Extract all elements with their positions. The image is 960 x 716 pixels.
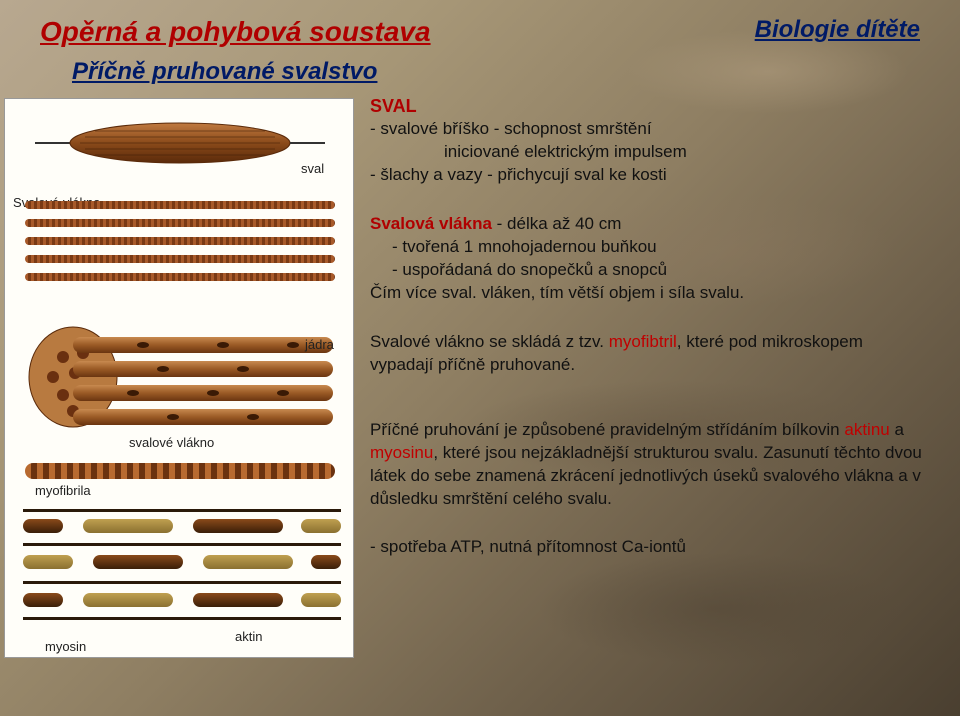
text-block-sval: SVAL - svalové bříško - schopnost smrště… bbox=[370, 94, 930, 187]
text-column: SVAL - svalové bříško - schopnost smrště… bbox=[360, 94, 960, 662]
body-text: - uspořádaná do snopečků a snopců bbox=[370, 259, 930, 282]
body-text: iniciované elektrickým impulsem bbox=[370, 141, 930, 164]
heading-sval: SVAL bbox=[370, 94, 930, 118]
text-block-atp: - spotřeba ATP, nutná přítomnost Ca-iont… bbox=[370, 536, 930, 559]
diagram-actin-myosin bbox=[23, 505, 341, 645]
page-subtitle: Příčně pruhované svalstvo bbox=[0, 58, 960, 86]
diagram-fibers bbox=[25, 195, 335, 305]
diagram-label-myosin: myosin bbox=[45, 639, 86, 654]
body-text: Svalové vlákno se skládá z tzv. bbox=[370, 332, 609, 351]
body-text: , které jsou nejzákladnější strukturou s… bbox=[370, 443, 922, 508]
text-block-fibers: Svalová vlákna - délka až 40 cm - tvořen… bbox=[370, 213, 930, 305]
body-text: - svalové bříško - schopnost smrštění bbox=[370, 118, 930, 141]
body-text: - šlachy a vazy - přichycují sval ke kos… bbox=[370, 164, 930, 187]
diagram-label-aktin: aktin bbox=[235, 629, 262, 644]
text-block-myofibril: Svalové vlákno se skládá z tzv. myofibtr… bbox=[370, 331, 930, 377]
page-title: Opěrná a pohybová soustava bbox=[40, 16, 431, 48]
term-myofibtril: myofibtril bbox=[609, 332, 677, 351]
course-title: Biologie dítěte bbox=[755, 16, 920, 48]
diagram-label-svalove-vlakno: svalové vlákno bbox=[129, 435, 214, 450]
heading-fibers: Svalová vlákna bbox=[370, 214, 492, 233]
text-block-banding: Příčné pruhování je způsobené pravidelný… bbox=[370, 419, 930, 511]
body-text: Příčné pruhování je způsobené pravidelný… bbox=[370, 420, 844, 439]
body-text: Čím více sval. vláken, tím větší objem i… bbox=[370, 282, 930, 305]
muscle-diagram: sval Svalová vlákna bbox=[4, 98, 354, 658]
term-aktin: aktinu bbox=[844, 420, 889, 439]
body-text: - délka až 40 cm bbox=[492, 214, 621, 233]
body-text: a bbox=[890, 420, 904, 439]
diagram-label-sval: sval bbox=[301, 161, 324, 176]
diagram-sval-shape bbox=[35, 119, 325, 167]
body-text: - tvořená 1 mnohojadernou buňkou bbox=[370, 236, 930, 259]
body-text: - spotřeba ATP, nutná přítomnost Ca-iont… bbox=[370, 536, 930, 559]
diagram-column: sval Svalová vlákna bbox=[0, 94, 360, 662]
diagram-bundle bbox=[23, 317, 343, 437]
diagram-myofibrila bbox=[25, 463, 335, 479]
term-myosin: myosinu bbox=[370, 443, 433, 462]
diagram-label-jadra: jádra bbox=[305, 337, 334, 352]
diagram-label-myofibrila: myofibrila bbox=[35, 483, 91, 498]
